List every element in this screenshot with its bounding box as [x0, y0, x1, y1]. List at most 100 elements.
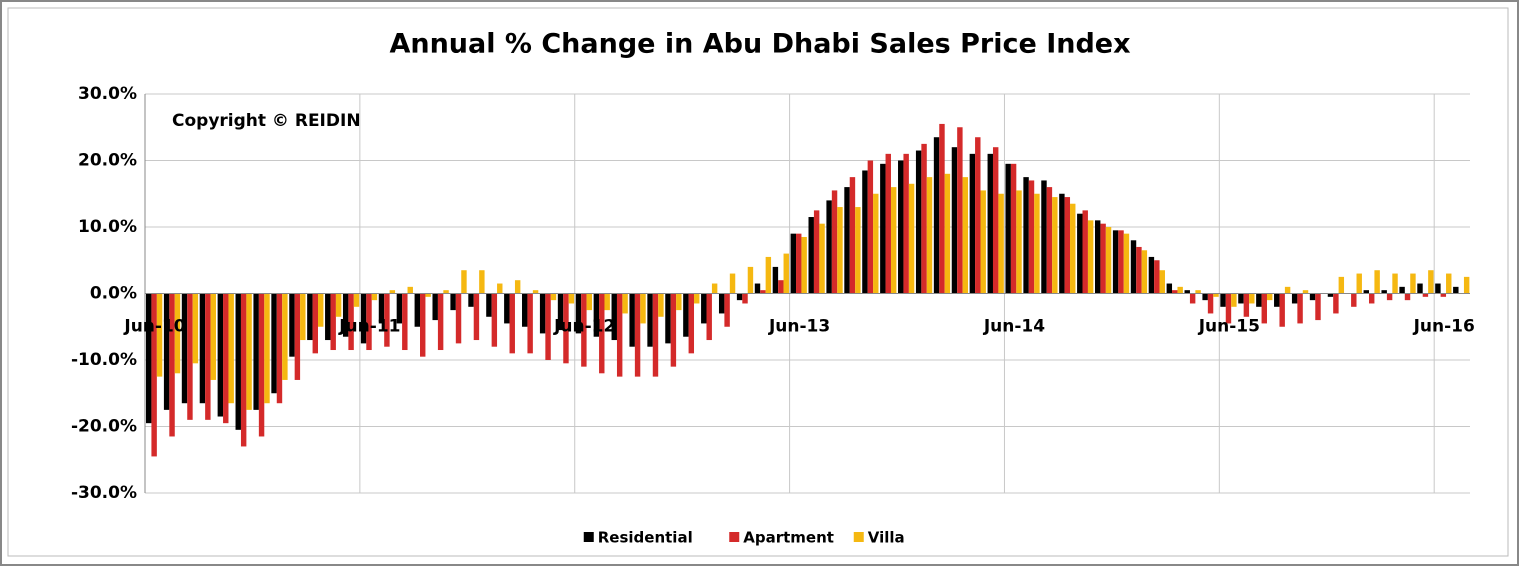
bar	[366, 293, 372, 351]
bar	[420, 293, 426, 357]
bar	[199, 293, 206, 404]
bar	[1064, 197, 1071, 294]
bar	[271, 293, 277, 394]
bar	[1087, 220, 1094, 294]
bar	[629, 293, 635, 347]
x-tick-label: Jun-11	[338, 317, 400, 337]
bar	[1463, 276, 1470, 294]
bar	[205, 293, 211, 420]
bar	[378, 293, 385, 324]
bar	[514, 280, 521, 294]
bar	[450, 293, 456, 311]
bar	[783, 253, 789, 294]
bar	[890, 187, 897, 294]
bar	[951, 147, 958, 294]
bar	[539, 293, 546, 334]
bar	[532, 290, 539, 294]
bar	[683, 293, 689, 337]
bar	[1368, 293, 1375, 304]
legend-swatch	[853, 532, 864, 542]
bar	[1440, 293, 1447, 297]
x-tick-label: Jun-16	[1413, 317, 1475, 337]
bar	[813, 210, 820, 294]
bar	[599, 293, 605, 374]
annotation: Copyright © REIDIN	[172, 111, 361, 131]
bar	[1446, 273, 1452, 294]
bar	[1238, 293, 1244, 304]
bar	[933, 137, 940, 294]
bar	[455, 293, 462, 344]
bar	[801, 236, 807, 294]
bar	[1284, 286, 1291, 294]
bar	[461, 270, 467, 294]
bar	[1363, 290, 1369, 294]
bar	[325, 293, 331, 341]
bar	[246, 293, 252, 410]
bar	[353, 293, 360, 307]
bar	[957, 127, 963, 294]
bar	[1094, 220, 1101, 294]
bar	[294, 293, 301, 380]
bar	[217, 293, 224, 417]
x-tick-label: Jun-13	[768, 317, 830, 337]
bar	[944, 173, 951, 294]
bar	[300, 293, 306, 341]
bar	[880, 163, 886, 294]
bar	[1417, 283, 1423, 294]
bar	[1392, 273, 1398, 294]
bar	[915, 150, 922, 294]
bar	[432, 293, 438, 321]
bar	[969, 153, 976, 294]
bar	[1435, 283, 1441, 294]
bar	[1274, 293, 1280, 307]
bar	[360, 293, 367, 344]
legend-swatch	[729, 532, 740, 542]
chart-title: Annual % Change in Abu Dhabi Sales Price…	[389, 29, 1130, 60]
bar	[473, 293, 480, 341]
bar	[586, 293, 593, 311]
bar	[181, 293, 188, 404]
bar	[425, 293, 431, 297]
bar	[849, 177, 856, 294]
bar	[844, 187, 850, 294]
bar	[1082, 210, 1088, 294]
bar	[837, 207, 843, 294]
bar	[1249, 293, 1255, 304]
bar	[174, 293, 181, 374]
bar	[604, 293, 610, 311]
bar	[289, 293, 295, 357]
bar	[1028, 180, 1035, 294]
bar	[253, 293, 259, 410]
bar	[223, 293, 229, 424]
bar	[908, 183, 915, 294]
bar	[1315, 293, 1321, 321]
bar	[1351, 293, 1357, 307]
y-tick-label: -10.0%	[71, 350, 137, 370]
bar	[1046, 187, 1053, 294]
bar	[1256, 293, 1262, 307]
y-tick-label: 10.0%	[78, 217, 137, 237]
bar	[1338, 276, 1345, 294]
bar	[527, 293, 533, 354]
bar	[497, 283, 503, 294]
bar	[658, 293, 664, 317]
bar	[742, 293, 748, 304]
bar	[1202, 293, 1208, 301]
bar	[192, 293, 199, 364]
bar	[210, 293, 216, 380]
bar	[754, 283, 761, 294]
bar	[581, 293, 587, 367]
bar	[855, 207, 861, 294]
bar	[862, 170, 868, 294]
bar	[665, 293, 671, 344]
bar	[1154, 260, 1160, 294]
bar	[975, 137, 981, 294]
bar	[522, 293, 528, 327]
legend-label: Villa	[868, 529, 905, 547]
bar	[151, 293, 157, 457]
legend-swatch	[583, 532, 594, 542]
y-tick-label: 20.0%	[78, 151, 137, 171]
bar	[611, 293, 617, 341]
bar	[962, 177, 969, 294]
bar	[163, 293, 170, 410]
